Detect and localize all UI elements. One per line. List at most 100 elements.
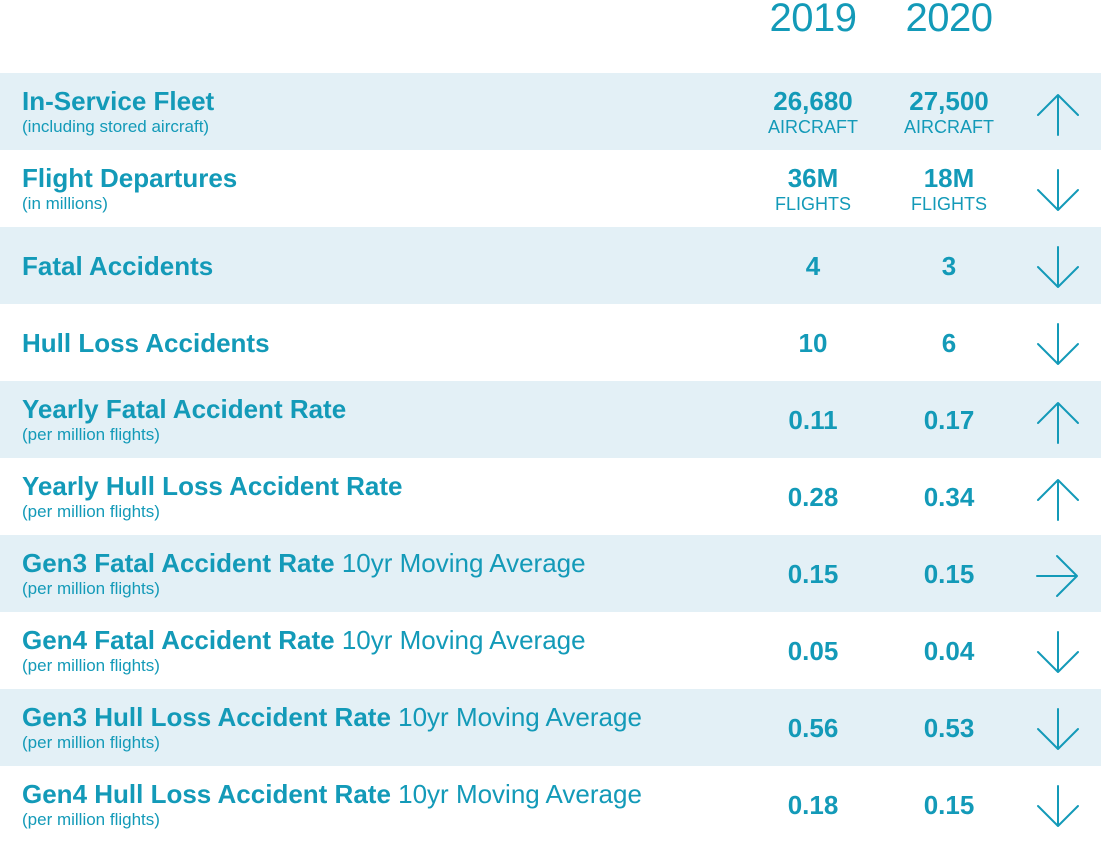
row-title-suffix: 10yr Moving Average [398,702,642,732]
value-2020-cell: 0.04 [881,612,1017,689]
row-title-line: In-Service Fleet [22,86,742,116]
value-2019-cell: 0.28 [745,458,881,535]
value-2019-cell: 0.11 [745,381,881,458]
row-subtitle: (per million flights) [22,579,160,598]
value-2019-cell: 4 [745,227,881,304]
row-title-line: Gen4 Hull Loss Accident Rate 10yr Moving… [22,779,742,809]
value-2020: 3 [941,250,957,281]
row-title-line: Hull Loss Accidents [22,328,742,358]
value-2019: 0.15 [787,558,839,589]
arrow-up-icon [1034,90,1082,138]
value-2020: 0.34 [923,481,975,512]
row-title-suffix: 10yr Moving Average [398,779,642,809]
value-2019: 0.18 [787,789,839,820]
row-title: In-Service Fleet [22,86,215,116]
value-2019-cell: 10 [745,304,881,381]
value-2020: 0.15 [923,789,975,820]
row-title-line: Gen3 Fatal Accident Rate 10yr Moving Ave… [22,548,742,578]
row-subtitle: (per million flights) [22,656,160,675]
unit-2019: FLIGHTS [774,194,851,214]
value-2020: 27,500 [909,86,989,116]
value-2019-cell: 26,680 AIRCRAFT [745,73,881,150]
row-subtitle: (in millions) [22,194,108,213]
row-title: Yearly Hull Loss Accident Rate [22,471,403,501]
table-row: Fatal Accidents 4 3 [0,227,1101,304]
value-2020-cell: 0.15 [881,766,1017,843]
table-row: In-Service Fleet (including stored aircra… [0,73,1101,150]
value-2020-cell: 18M FLIGHTS [881,150,1017,227]
table-row: Gen3 Hull Loss Accident Rate 10yr Moving… [0,689,1101,766]
row-label: Flight Departures (in millions) [22,150,742,227]
value-2019-cell: 36M FLIGHTS [745,150,881,227]
row-title: Hull Loss Accidents [22,327,270,358]
value-2020-cell: 0.53 [881,689,1017,766]
year-header: 2019 2020 [0,0,1101,72]
safety-statistics-table: In-Service Fleet (including stored aircra… [0,73,1101,843]
value-2020-cell: 0.15 [881,535,1017,612]
arrow-down-icon [1034,321,1082,369]
row-label: Gen4 Hull Loss Accident Rate 10yr Moving… [22,766,742,843]
value-2020: 0.53 [923,712,975,743]
row-title: Gen3 Fatal Accident Rate [22,548,335,578]
value-2019: 0.56 [787,712,839,743]
arrow-down-icon [1034,706,1082,754]
unit-2020: AIRCRAFT [904,117,994,137]
row-title: Gen4 Hull Loss Accident Rate [22,779,391,809]
value-2019: 0.28 [787,481,839,512]
table-row: Gen4 Hull Loss Accident Rate 10yr Moving… [0,766,1101,843]
row-label: Gen4 Fatal Accident Rate 10yr Moving Ave… [22,612,742,689]
row-title-line: Yearly Hull Loss Accident Rate [22,471,742,501]
value-2019: 0.11 [788,404,838,435]
row-title-line: Fatal Accidents [22,251,742,281]
value-2019: 0.05 [787,635,839,666]
value-2019: 10 [798,327,828,358]
value-2020-cell: 6 [881,304,1017,381]
row-title: Gen3 Hull Loss Accident Rate [22,702,391,732]
row-subtitle: (per million flights) [22,425,160,444]
value-2020: 0.17 [923,404,975,435]
row-subtitle: (per million flights) [22,810,160,829]
value-2020-cell: 3 [881,227,1017,304]
row-label: Fatal Accidents [22,227,742,304]
arrow-down-icon [1034,629,1082,677]
table-row: Gen3 Fatal Accident Rate 10yr Moving Ave… [0,535,1101,612]
value-2020-cell: 27,500 AIRCRAFT [881,73,1017,150]
table-row: Yearly Hull Loss Accident Rate (per milli… [0,458,1101,535]
row-label: Gen3 Hull Loss Accident Rate 10yr Moving… [22,689,742,766]
row-title-line: Gen3 Hull Loss Accident Rate 10yr Moving… [22,702,742,732]
value-2020: 6 [941,327,957,358]
value-2020-cell: 0.17 [881,381,1017,458]
value-2020-cell: 0.34 [881,458,1017,535]
unit-2020: FLIGHTS [910,194,987,214]
row-title-line: Gen4 Fatal Accident Rate 10yr Moving Ave… [22,625,742,655]
arrow-right-icon [1034,552,1082,600]
row-title: Yearly Fatal Accident Rate [22,394,347,424]
arrow-down-icon [1034,244,1082,292]
value-2019-cell: 0.15 [745,535,881,612]
table-row: Gen4 Fatal Accident Rate 10yr Moving Ave… [0,612,1101,689]
value-2019: 26,680 [773,86,853,116]
arrow-up-icon [1034,475,1082,523]
row-subtitle: (per million flights) [22,502,160,521]
value-2020: 0.04 [923,635,975,666]
table-row: Yearly Fatal Accident Rate (per million f… [0,381,1101,458]
arrow-down-icon [1034,783,1082,831]
year-2019-heading: 2019 [769,0,857,40]
value-2019: 36M [787,163,839,193]
arrow-down-icon [1034,167,1082,215]
row-title: Fatal Accidents [22,250,214,281]
row-subtitle: (including stored aircraft) [22,117,210,136]
table-row: Hull Loss Accidents 10 6 [0,304,1101,381]
value-2019-cell: 0.18 [745,766,881,843]
row-label: Yearly Fatal Accident Rate (per million f… [22,381,742,458]
row-subtitle: (per million flights) [22,733,160,752]
value-2020: 0.15 [923,558,975,589]
row-title-line: Flight Departures [22,163,742,193]
year-2020-heading: 2020 [905,0,993,40]
row-title-suffix: 10yr Moving Average [341,625,586,655]
value-2020: 18M [923,163,975,193]
row-title-suffix: 10yr Moving Average [341,548,586,578]
row-label: Yearly Hull Loss Accident Rate (per milli… [22,458,742,535]
table-row: Flight Departures (in millions) 36M FLIGHTS… [0,150,1101,227]
arrow-up-icon [1034,398,1082,446]
